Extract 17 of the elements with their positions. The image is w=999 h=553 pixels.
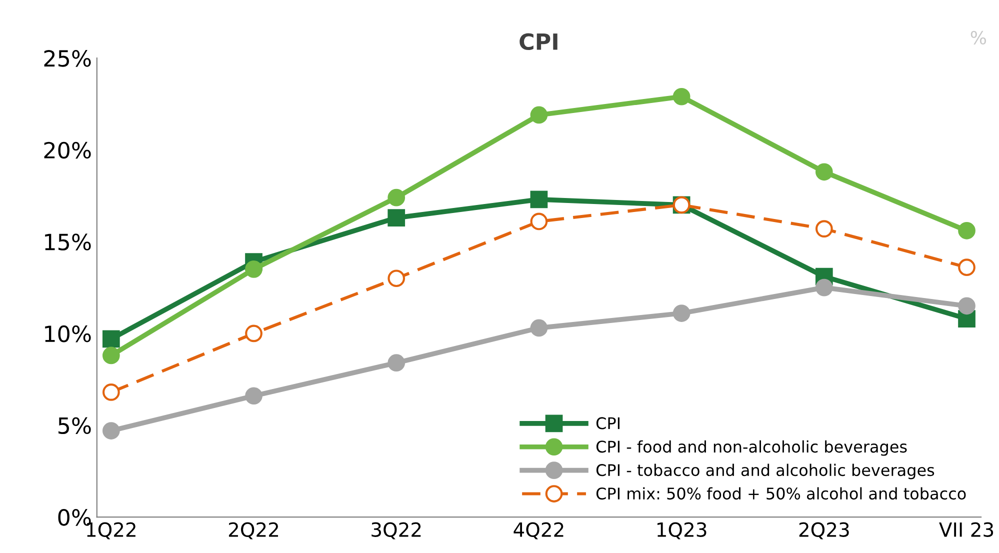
x-tick-label: 1Q23 bbox=[657, 522, 706, 540]
y-tick-label: 10% bbox=[45, 325, 91, 342]
y-tick-label: 20% bbox=[44, 142, 91, 159]
y-tick-label: 5% bbox=[58, 417, 91, 434]
legend-label: CPI - tobacco and and alcoholic beverages bbox=[596, 464, 934, 480]
legend-label: CPI - food and non-alcoholic beverages bbox=[596, 440, 907, 456]
text: % bbox=[970, 30, 986, 44]
x-tick-label: 4Q22 bbox=[514, 522, 564, 540]
y-tick-label: 25% bbox=[44, 50, 91, 67]
legend-label: CPI mix: 50% food + 50% alcohol and tobacco bbox=[596, 487, 966, 500]
y-tick-label: 15% bbox=[45, 234, 91, 250]
legend-label: CPI bbox=[596, 417, 620, 430]
x-tick-label: 2Q22 bbox=[228, 522, 278, 540]
x-tick-label: VII 23 bbox=[939, 522, 994, 537]
x-tick-label: 2Q23 bbox=[799, 522, 849, 540]
chart-title: CPI bbox=[520, 33, 558, 50]
x-tick-label: 3Q22 bbox=[372, 522, 421, 540]
